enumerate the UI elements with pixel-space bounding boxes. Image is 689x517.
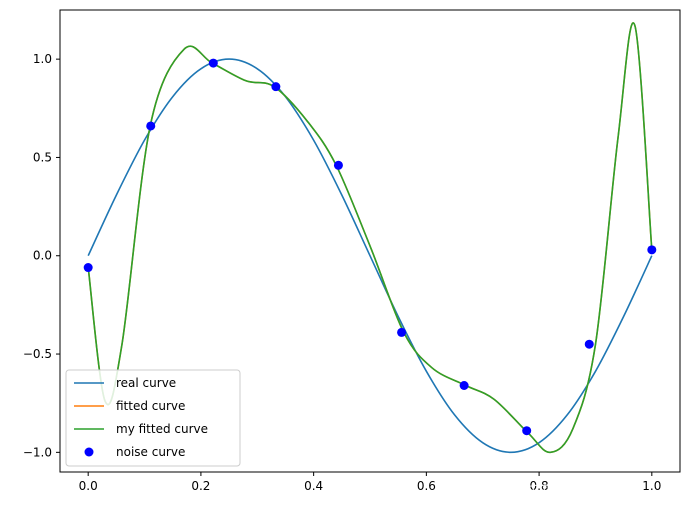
legend-box [65, 369, 241, 467]
watermark: 知乎 @绫风ftw [524, 482, 634, 501]
x-tick-label: 0.8 [530, 479, 549, 493]
legend-label-noise-curve: noise curve [116, 445, 185, 459]
x-tick-label: 0.4 [304, 479, 323, 493]
y-tick-label: −1.0 [23, 445, 52, 459]
series-line-real-curve [87, 58, 653, 454]
noise-point [208, 58, 218, 68]
noise-point [647, 245, 657, 255]
noise-point [83, 263, 93, 273]
x-tick-label: 0.6 [417, 479, 436, 493]
noise-point [522, 426, 532, 436]
noise-point [146, 121, 156, 131]
legend-label-fitted-curve: fitted curve [116, 399, 185, 413]
x-tick-label: 1.0 [642, 479, 661, 493]
axes-layer: 0.0 0.2 0.4 0.6 0.8 1.0 −1.0 −0.5 0.0 0.5 1.0 [23, 52, 662, 493]
noise-point [397, 327, 407, 337]
x-tick-label: 0.2 [191, 479, 210, 493]
noise-point [459, 380, 469, 390]
x-tick-label: 0.0 [79, 479, 98, 493]
noise-point [333, 160, 343, 170]
legend-marker-noise-curve [84, 447, 94, 457]
plot-frame [59, 9, 681, 473]
legend-label-my-fitted-curve: my fitted curve [116, 422, 208, 436]
y-tick-label: 0.0 [33, 249, 52, 263]
noise-point [584, 339, 594, 349]
y-tick-label: −0.5 [23, 347, 52, 361]
legend-label-real-curve: real curve [116, 376, 176, 390]
series-layer [83, 22, 657, 454]
noise-point [271, 82, 281, 92]
y-tick-label: 1.0 [33, 52, 52, 66]
y-tick-label: 0.5 [33, 150, 52, 164]
legend: real curve fitted curve my fitted curve … [65, 369, 241, 467]
